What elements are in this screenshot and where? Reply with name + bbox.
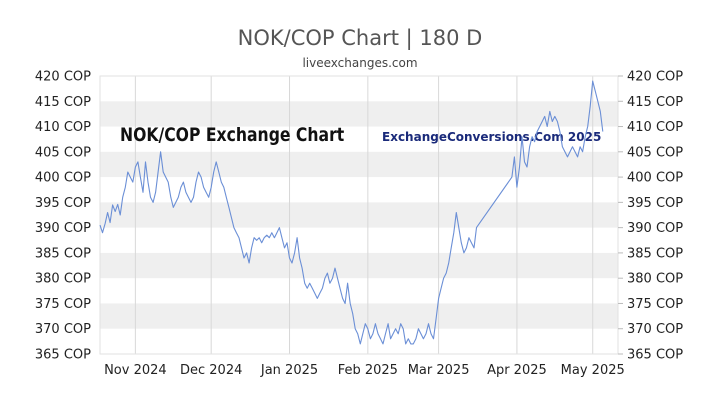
y-tick-label-left: 380 COP xyxy=(35,272,91,287)
y-tick-label-right: 390 COP xyxy=(627,221,683,236)
x-tick-label: Nov 2024 xyxy=(104,363,167,378)
x-tick-label: May 2025 xyxy=(561,363,625,378)
y-tick-label-right: 415 COP xyxy=(627,95,683,110)
y-tick-label-left: 390 COP xyxy=(35,221,91,236)
y-tick-label-right: 375 COP xyxy=(627,297,683,312)
y-tick-label-right: 395 COP xyxy=(627,196,683,211)
grid-band xyxy=(100,101,618,127)
grid-band xyxy=(100,252,618,279)
series-line xyxy=(99,80,604,345)
y-tick-label-left: 395 COP xyxy=(35,196,91,211)
y-tick-label-left: 375 COP xyxy=(35,297,91,312)
grid-band xyxy=(100,151,618,178)
x-tick-label: Apr 2025 xyxy=(487,363,547,378)
chart-title: NOK/COP Chart | 180 D xyxy=(237,26,483,50)
y-tick-label-left: 420 COP xyxy=(35,70,91,85)
x-tick-label: Feb 2025 xyxy=(338,363,398,378)
y-tick-label-right: 400 COP xyxy=(627,171,683,186)
y-tick-label-left: 365 COP xyxy=(35,348,91,363)
y-tick-label-left: 370 COP xyxy=(35,322,91,337)
y-tick-label-right: 370 COP xyxy=(627,322,683,337)
grid-band xyxy=(100,303,618,329)
watermark-right: ExchangeConversions.Com 2025 xyxy=(382,130,601,144)
watermark-left: NOK/COP Exchange Chart xyxy=(120,125,344,147)
y-tick-label-left: 415 COP xyxy=(35,95,91,110)
y-tick-label-right: 420 COP xyxy=(627,70,683,85)
y-tick-label-right: 385 COP xyxy=(627,246,683,261)
y-tick-label-right: 365 COP xyxy=(627,348,683,363)
y-tick-label-left: 385 COP xyxy=(35,246,91,261)
y-tick-label-right: 380 COP xyxy=(627,272,683,287)
chart-subtitle: liveexchanges.com xyxy=(302,56,418,70)
x-tick-label: Dec 2024 xyxy=(180,363,242,378)
plot-frame xyxy=(99,75,619,355)
x-tick-label: Mar 2025 xyxy=(408,363,470,378)
y-tick-label-left: 400 COP xyxy=(35,171,91,186)
y-tick-label-left: 410 COP xyxy=(35,120,91,135)
y-tick-label-left: 405 COP xyxy=(35,145,91,160)
grid-band xyxy=(100,202,618,228)
y-tick-label-right: 405 COP xyxy=(627,145,683,160)
y-tick-label-right: 410 COP xyxy=(627,120,683,135)
x-tick-label: Jan 2025 xyxy=(260,363,318,378)
